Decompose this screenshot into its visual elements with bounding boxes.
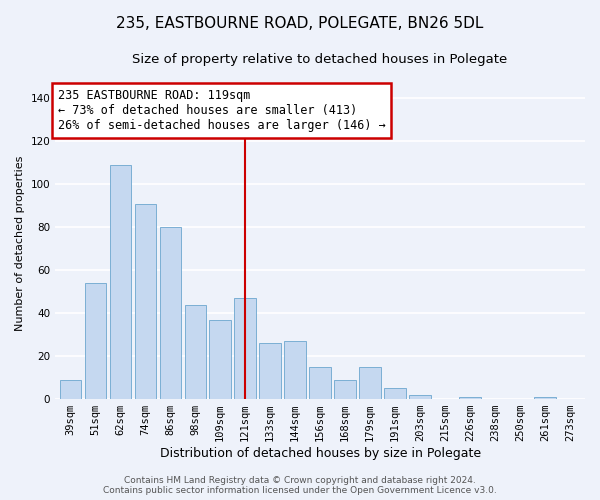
Bar (160, 227, 181, 399)
Bar (259, 343, 281, 399)
Bar (334, 380, 356, 399)
Bar (134, 204, 156, 399)
Text: Contains HM Land Registry data © Crown copyright and database right 2024.
Contai: Contains HM Land Registry data © Crown c… (103, 476, 497, 495)
Bar (185, 304, 206, 399)
Bar (85, 283, 106, 399)
Bar (535, 397, 556, 399)
Title: Size of property relative to detached houses in Polegate: Size of property relative to detached ho… (133, 52, 508, 66)
Bar (460, 397, 481, 399)
Bar (235, 298, 256, 399)
Bar (359, 367, 380, 399)
Bar (409, 395, 431, 399)
Bar (110, 165, 131, 399)
Bar (310, 367, 331, 399)
Text: 235, EASTBOURNE ROAD, POLEGATE, BN26 5DL: 235, EASTBOURNE ROAD, POLEGATE, BN26 5DL (116, 16, 484, 32)
Bar (59, 380, 81, 399)
Bar (284, 341, 306, 399)
Y-axis label: Number of detached properties: Number of detached properties (15, 156, 25, 331)
Bar (209, 320, 231, 399)
X-axis label: Distribution of detached houses by size in Polegate: Distribution of detached houses by size … (160, 447, 481, 460)
Text: 235 EASTBOURNE ROAD: 119sqm
← 73% of detached houses are smaller (413)
26% of se: 235 EASTBOURNE ROAD: 119sqm ← 73% of det… (58, 89, 386, 132)
Bar (385, 388, 406, 399)
